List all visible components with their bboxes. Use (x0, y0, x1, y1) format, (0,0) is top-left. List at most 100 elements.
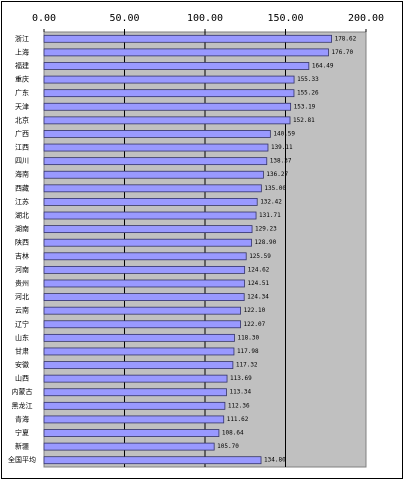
value-label: 113.34 (229, 389, 251, 396)
y-tick-label: 山西 (15, 374, 29, 383)
value-label: 164.49 (312, 62, 334, 69)
y-tick-label: 山东 (15, 333, 29, 342)
value-label: 112.36 (228, 402, 250, 409)
y-tick-label: 辽宁 (15, 319, 29, 328)
y-tick-label: 河南 (15, 265, 29, 274)
bar (43, 89, 295, 98)
value-label: 153.19 (294, 103, 316, 110)
value-label: 138.37 (270, 158, 292, 165)
bar (43, 388, 227, 397)
y-tick-label: 四川 (15, 157, 29, 165)
bar (43, 429, 220, 437)
bar (43, 184, 262, 193)
x-tick-label: 150.00 (267, 13, 303, 24)
bar (43, 347, 235, 356)
y-tick-label: 青海 (15, 414, 29, 423)
y-tick-label: 湖南 (15, 224, 29, 233)
value-label: 139.11 (271, 144, 293, 151)
bar (43, 238, 252, 247)
y-tick-label: 安徽 (15, 360, 29, 369)
value-label: 108.64 (222, 430, 244, 437)
value-label: 122.07 (244, 321, 266, 328)
bar (43, 102, 292, 111)
bar (43, 374, 228, 383)
bar (43, 75, 295, 84)
value-label: 155.26 (297, 90, 319, 97)
value-label: 152.81 (293, 117, 315, 124)
value-label: 125.59 (249, 253, 271, 260)
value-label: 124.34 (247, 294, 269, 301)
bar (43, 293, 245, 301)
y-tick-label: 西藏 (15, 183, 29, 192)
y-tick-label: 海南 (15, 170, 29, 179)
bar (43, 143, 269, 152)
bar (43, 252, 247, 261)
x-tick-label: 0.00 (32, 13, 56, 24)
y-tick-label: 黑龙江 (12, 401, 33, 410)
bar (43, 48, 329, 57)
y-tick-label: 广东 (15, 88, 29, 97)
y-tick-label: 江苏 (15, 197, 29, 206)
value-label: 128.90 (255, 239, 277, 246)
y-tick-label: 陕西 (15, 238, 29, 247)
x-tick-label: 50.00 (109, 13, 139, 24)
y-tick-label: 天津 (15, 103, 29, 111)
value-label: 113.69 (230, 375, 252, 382)
value-label: 176.70 (331, 49, 353, 56)
bar (43, 225, 253, 234)
y-tick-label: 云南 (15, 306, 29, 315)
value-label: 155.33 (297, 76, 319, 83)
value-label: 132.42 (260, 198, 282, 205)
y-tick-label: 吉林 (15, 251, 29, 260)
bar (43, 198, 258, 206)
value-label: 124.62 (248, 266, 270, 273)
bar (43, 306, 241, 315)
y-tick-label: 新疆 (15, 442, 29, 451)
y-tick-label: 上海 (15, 47, 29, 56)
y-tick-label: 广西 (15, 129, 29, 138)
y-tick-label: 贵州 (15, 278, 29, 287)
bar (43, 157, 268, 166)
bar (43, 62, 310, 70)
bar (43, 265, 246, 274)
bar (43, 361, 234, 369)
y-tick-label: 湖北 (15, 211, 29, 220)
value-label: 117.32 (236, 362, 258, 369)
y-tick-label: 重庆 (15, 75, 29, 84)
value-label: 117.98 (237, 348, 259, 355)
bar (43, 170, 264, 179)
bar (43, 320, 241, 329)
value-label: 111.62 (227, 416, 249, 423)
x-tick-label: 100.00 (187, 13, 223, 24)
y-tick-label: 甘肃 (15, 346, 29, 355)
y-tick-label: 全国平均 (8, 455, 36, 464)
value-label: 140.59 (273, 130, 295, 137)
bar (43, 333, 235, 342)
bar (43, 116, 291, 125)
value-label: 178.62 (335, 35, 357, 42)
value-label: 105.70 (217, 443, 239, 450)
x-tick-label: 200.00 (348, 13, 384, 24)
bar (43, 130, 271, 138)
y-tick-label: 内蒙古 (12, 387, 33, 396)
value-label: 134.80 (264, 457, 286, 464)
y-tick-label: 浙江 (15, 34, 29, 43)
bar (43, 211, 257, 220)
value-label: 129.23 (255, 226, 277, 233)
y-tick-label: 北京 (15, 115, 29, 124)
y-tick-label: 宁夏 (15, 428, 29, 437)
y-tick-label: 河北 (15, 293, 29, 301)
value-label: 122.10 (244, 307, 266, 314)
y-tick-label: 江西 (15, 144, 29, 152)
bar (43, 415, 225, 424)
value-label: 124.51 (247, 280, 269, 287)
bar (43, 279, 245, 288)
bar (43, 456, 262, 465)
bar (43, 34, 332, 43)
value-label: 118.30 (237, 334, 259, 341)
value-label: 136.27 (266, 171, 288, 178)
value-label: 135.00 (264, 185, 286, 192)
y-tick-label: 福建 (15, 61, 29, 70)
bar (43, 401, 226, 410)
